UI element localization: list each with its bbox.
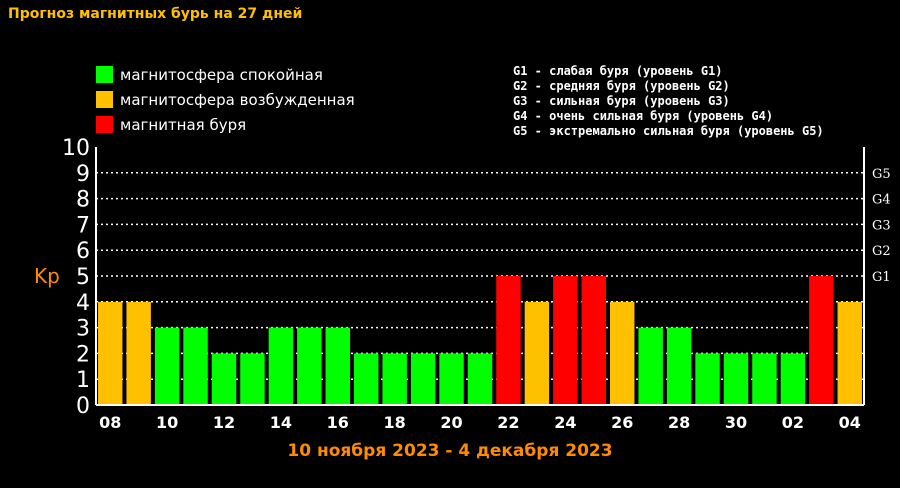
g-legend-g3: G3 - сильная буря (уровень G3) <box>513 94 730 108</box>
g-level-label: G2 <box>872 244 891 259</box>
bar <box>723 353 749 405</box>
g-legend-g1: G1 - слабая буря (уровень G1) <box>513 64 723 78</box>
bar <box>98 301 123 405</box>
g-level-label: G5 <box>872 167 891 182</box>
x-tick-label: 30 <box>725 413 747 432</box>
x-tick-label: 26 <box>611 413 633 432</box>
x-tick-label: 22 <box>497 413 519 432</box>
y-tick-label: 7 <box>76 213 90 238</box>
bar <box>211 353 237 405</box>
status-legend: магнитосфера спокойная магнитосфера возб… <box>96 62 355 137</box>
y-tick-label: 1 <box>76 368 90 393</box>
y-tick-label: 0 <box>76 394 90 419</box>
y-tick-label: 2 <box>76 342 90 367</box>
bar <box>837 301 862 405</box>
bar <box>126 301 151 405</box>
bar <box>354 353 379 405</box>
x-tick-label: 20 <box>440 413 462 432</box>
bar <box>467 353 493 405</box>
bar <box>809 276 834 405</box>
legend-label-excited: магнитосфера возбужденная <box>120 90 355 109</box>
x-tick-label: 04 <box>839 413 861 432</box>
g-legend-g2: G2 - средняя буря (уровень G2) <box>513 79 730 93</box>
bar <box>297 327 322 405</box>
bar <box>638 327 663 405</box>
x-tick-label: 24 <box>554 413 576 432</box>
legend-item-storm: магнитная буря <box>96 112 355 137</box>
legend-item-quiet: магнитосфера спокойная <box>96 62 355 87</box>
bar <box>752 353 777 405</box>
bar <box>382 353 407 405</box>
legend-label-quiet: магнитосфера спокойная <box>120 65 323 84</box>
x-tick-label: 08 <box>99 413 121 432</box>
g-level-label: G3 <box>872 218 891 233</box>
g-legend-g4: G4 - очень сильная буря (уровень G4) <box>513 109 774 123</box>
bar <box>154 327 180 405</box>
x-tick-label: 02 <box>782 413 804 432</box>
y-tick-label: 4 <box>76 291 90 316</box>
x-tick-label: 12 <box>213 413 235 432</box>
bar <box>268 327 294 405</box>
x-tick-label: 10 <box>156 413 178 432</box>
legend-swatch-excited <box>96 91 113 108</box>
bar <box>553 276 578 405</box>
chart-title: Прогноз магнитных бурь на 27 дней <box>8 6 303 22</box>
y-tick-label: 5 <box>76 265 90 290</box>
y-tick-label: 9 <box>76 162 90 187</box>
bar <box>524 301 550 405</box>
bar <box>695 353 720 405</box>
g-level-label: G1 <box>872 270 891 285</box>
bar <box>240 353 265 405</box>
legend-label-storm: магнитная буря <box>120 115 247 134</box>
bar <box>581 276 606 405</box>
g-level-label: G4 <box>872 193 891 208</box>
bar <box>610 301 635 405</box>
x-tick-label: 14 <box>270 413 292 432</box>
bar <box>410 353 436 405</box>
bar <box>439 353 464 405</box>
date-range: 10 ноября 2023 - 4 декабря 2023 <box>287 441 613 461</box>
legend-swatch-storm <box>96 116 113 133</box>
x-tick-label: 28 <box>668 413 690 432</box>
y-tick-label: 10 <box>62 136 90 161</box>
bar <box>666 327 692 405</box>
y-axis-label: Kp <box>34 264 60 288</box>
legend-swatch-quiet <box>96 66 113 83</box>
y-tick-label: 3 <box>76 317 90 342</box>
bar <box>325 327 350 405</box>
bar <box>780 353 806 405</box>
storm-level-legend: G1 - слабая буря (уровень G1) G2 - средн… <box>513 64 824 139</box>
x-tick-label: 18 <box>384 413 406 432</box>
y-tick-label: 8 <box>76 188 90 213</box>
y-tick-label: 6 <box>76 239 90 264</box>
x-tick-label: 16 <box>327 413 349 432</box>
legend-item-excited: магнитосфера возбужденная <box>96 87 355 112</box>
bar <box>496 276 521 405</box>
g-legend-g5: G5 - экстремально сильная буря (уровень … <box>513 124 824 138</box>
bar <box>183 327 208 405</box>
